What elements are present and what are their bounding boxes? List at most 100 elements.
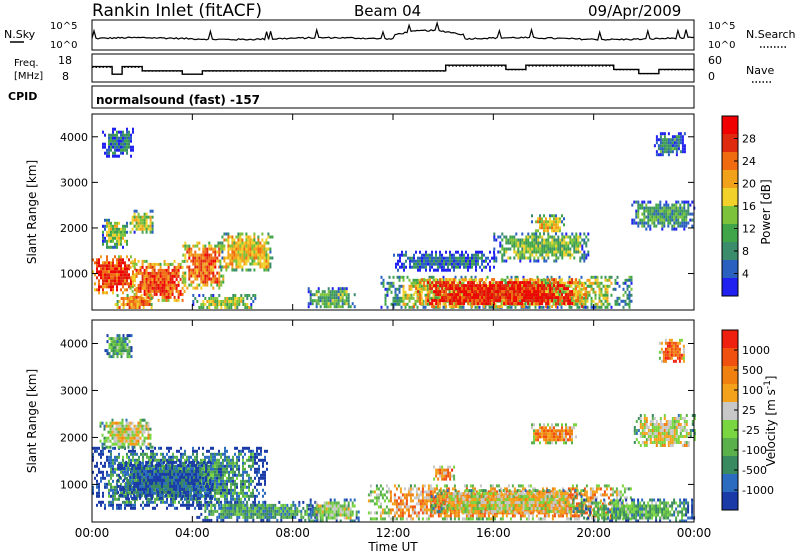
heatmap-cell — [499, 290, 501, 293]
heatmap-cell — [138, 290, 140, 293]
heatmap-cell — [443, 257, 445, 260]
heatmap-cell — [501, 290, 503, 293]
heatmap-cell — [118, 240, 120, 243]
heatmap-cell — [154, 290, 156, 293]
heatmap-cell — [116, 264, 118, 267]
heatmap-cell — [245, 242, 247, 245]
heatmap-cell — [164, 269, 166, 272]
heatmap-cell — [423, 263, 425, 266]
heatmap-cell — [168, 287, 170, 290]
heatmap-cell — [441, 254, 443, 257]
heatmap-cell — [453, 296, 455, 299]
heatmap-cell — [471, 287, 473, 290]
heatmap-cell — [533, 284, 535, 287]
heatmap-cell — [228, 297, 230, 300]
heatmap-cell — [151, 297, 153, 300]
heatmap-cell — [469, 266, 471, 269]
heatmap-cell — [447, 266, 449, 269]
heatmap-cell — [190, 248, 192, 251]
heatmap-cell — [547, 278, 549, 281]
heatmap-cell — [320, 296, 322, 299]
heatmap-cell — [617, 282, 619, 285]
heatmap-cell — [413, 260, 415, 263]
heatmap-cell — [599, 306, 601, 309]
heatmap-cell — [601, 294, 603, 297]
heatmap-cell — [637, 207, 639, 210]
heatmap-cell — [247, 269, 249, 272]
heatmap-cell — [239, 251, 241, 254]
heatmap-cell — [463, 263, 465, 266]
heatmap-cell — [120, 231, 122, 234]
heatmap-cell — [222, 459, 224, 462]
heatmap-cell — [237, 257, 239, 260]
heatmap-cell — [523, 299, 525, 302]
heatmap-cell — [212, 260, 214, 263]
heatmap-cell — [261, 257, 263, 260]
heatmap-cell — [397, 260, 399, 263]
heatmap-cell — [501, 245, 503, 248]
heatmap-cell — [535, 220, 537, 223]
heatmap-cell — [469, 260, 471, 263]
heatmap-cell — [152, 222, 154, 225]
heatmap-cell — [463, 299, 465, 302]
heatmap-cell — [671, 213, 673, 216]
heatmap-cell — [403, 276, 405, 279]
heatmap-cell — [120, 282, 122, 285]
heatmap-cell — [495, 299, 497, 302]
heatmap-cell — [170, 501, 172, 504]
heatmap-cell — [245, 269, 247, 272]
heatmap-cell — [515, 233, 517, 236]
heatmap-cell — [487, 287, 489, 290]
heatmap-cell — [156, 272, 158, 275]
heatmap-cell — [661, 216, 663, 219]
heatmap-cell — [519, 302, 521, 305]
heatmap-cell — [649, 219, 651, 222]
heatmap-cell — [599, 288, 601, 291]
heatmap-cell — [237, 251, 239, 254]
heatmap-cell — [401, 300, 403, 303]
heatmap-cell — [164, 260, 166, 263]
heatmap-cell — [583, 293, 585, 296]
heatmap-cell — [547, 293, 549, 296]
heatmap-cell — [237, 245, 239, 248]
heatmap-cell — [166, 507, 168, 510]
heatmap-cell — [629, 294, 631, 297]
heatmap-cell — [579, 302, 581, 305]
heatmap-cell — [658, 144, 660, 147]
heatmap-cell — [118, 140, 120, 143]
heatmap-cell — [117, 294, 119, 297]
heatmap-cell — [106, 149, 108, 152]
heatmap-cell — [507, 276, 509, 279]
heatmap-cell — [124, 149, 126, 152]
heatmap-cell — [136, 263, 138, 266]
heatmap-cell — [218, 251, 220, 254]
heatmap-cell — [435, 293, 437, 296]
heatmap-cell — [114, 495, 116, 498]
heatmap-cell — [571, 290, 573, 293]
heatmap-cell — [441, 296, 443, 299]
heatmap-cell — [216, 477, 218, 480]
heatmap-cell — [429, 257, 431, 260]
heatmap-cell — [229, 263, 231, 266]
colorbar-segment — [722, 170, 738, 188]
heatmap-cell — [110, 240, 112, 243]
heatmap-cell — [172, 281, 174, 284]
heatmap-cell — [200, 272, 202, 275]
heatmap-cell — [332, 293, 334, 296]
heatmap-cell — [607, 306, 609, 309]
heatmap-cell — [148, 498, 150, 501]
heatmap-cell — [563, 239, 565, 242]
heatmap-cell — [186, 456, 188, 459]
heatmap-cell — [139, 300, 141, 303]
heatmap-cell — [567, 245, 569, 248]
heatmap-cell — [178, 281, 180, 284]
heatmap-cell — [190, 281, 192, 284]
heatmap-cell — [457, 290, 459, 293]
heatmap-cell — [202, 251, 204, 254]
heatmap-cell — [226, 297, 228, 300]
heatmap-cell — [637, 210, 639, 213]
heatmap-cell — [493, 233, 495, 236]
heatmap-cell — [557, 217, 559, 220]
heatmap-cell — [164, 263, 166, 266]
heatmap-cell — [104, 504, 106, 507]
